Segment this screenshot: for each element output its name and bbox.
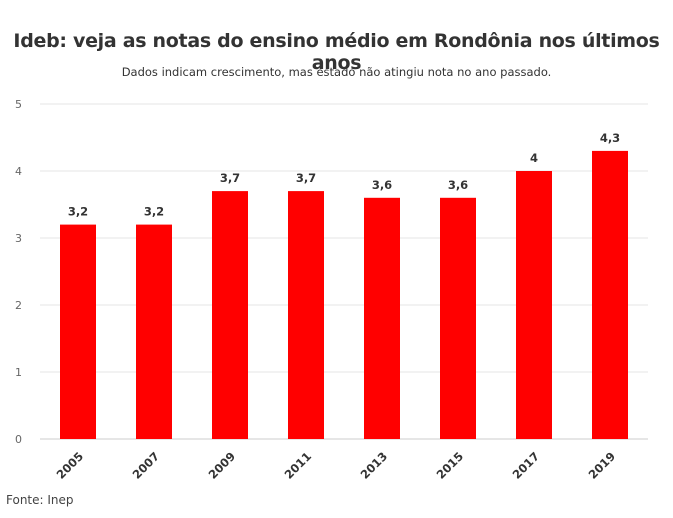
bar [592, 150, 628, 439]
bar [364, 197, 400, 439]
y-tick-label: 5 [15, 98, 22, 111]
bar [516, 171, 552, 439]
y-axis-ticks: 0 1 2 3 4 5 [15, 98, 22, 446]
bar [288, 191, 324, 439]
chart-subtitle: Dados indicam crescimento, mas estado nã… [121, 65, 552, 79]
data-label: 3,6 [448, 178, 468, 192]
x-tick-label: 2007 [130, 449, 163, 482]
data-label: 3,2 [144, 205, 164, 219]
x-axis-ticks: 2005 2007 2009 2011 2013 2015 2017 2019 [54, 449, 619, 482]
y-tick-label: 0 [15, 433, 22, 446]
source-note: Fonte: Inep [6, 493, 74, 507]
chart-title: Ideb: veja as notas do ensino médio em R… [13, 30, 660, 74]
bars [60, 150, 628, 439]
bar [60, 224, 96, 439]
y-tick-label: 1 [15, 366, 22, 379]
y-tick-label: 4 [15, 165, 22, 178]
x-tick-label: 2019 [586, 449, 619, 482]
x-tick-label: 2013 [358, 449, 391, 482]
x-tick-label: 2009 [206, 449, 239, 482]
bar [440, 197, 476, 439]
x-tick-label: 2015 [434, 449, 467, 482]
data-label: 3,2 [68, 205, 88, 219]
data-label: 3,7 [220, 171, 240, 185]
data-label: 4 [530, 151, 538, 165]
bar [212, 191, 248, 439]
x-tick-label: 2005 [54, 449, 87, 482]
x-tick-label: 2017 [510, 449, 543, 482]
bar [136, 224, 172, 439]
data-labels: 3,2 3,2 3,7 3,7 3,6 3,6 4 4,3 [68, 131, 620, 219]
x-tick-label: 2011 [282, 449, 315, 482]
data-label: 3,6 [372, 178, 392, 192]
y-tick-label: 2 [15, 299, 22, 312]
data-label: 4,3 [600, 131, 620, 145]
data-label: 3,7 [296, 171, 316, 185]
gridlines [40, 103, 648, 440]
y-tick-label: 3 [15, 232, 22, 245]
